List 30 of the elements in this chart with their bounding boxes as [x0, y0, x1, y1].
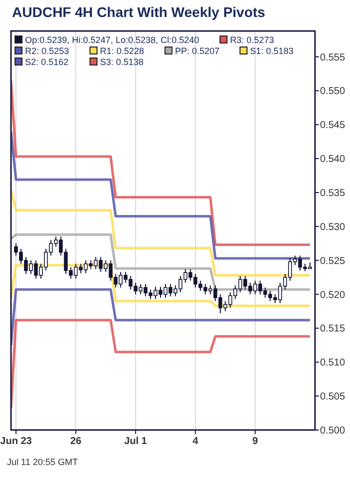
y-tick-label: 0.555	[320, 52, 346, 64]
x-tick-label: 4	[192, 436, 199, 447]
y-tick-label: 0.525	[320, 256, 346, 267]
legend-label: S2: 0.5162	[25, 57, 69, 68]
legend-label: R1: 0.5228	[100, 46, 144, 56]
y-tick-label: 0.500	[320, 426, 346, 436]
x-tick-label: Jun 23	[0, 436, 32, 447]
y-tick-label: 0.550	[320, 86, 346, 98]
y-tick-label: 0.510	[320, 358, 346, 369]
chart-title: AUDCHF 4H Chart With Weekly Pivots	[12, 4, 266, 20]
x-tick-label: 9	[252, 436, 258, 447]
text: Jul 11 20:55 GMT	[7, 457, 78, 467]
y-tick-label: 0.530	[320, 222, 346, 233]
y-tick-label: 0.520	[320, 290, 346, 301]
line-series	[11, 189, 312, 277]
legend-label: PP: 0.5207	[175, 46, 220, 56]
legend-label: R2: 0.5253	[25, 46, 70, 56]
y-tick-label: 0.540	[320, 154, 346, 166]
y-tick-label: 0.545	[320, 120, 346, 132]
line-series	[11, 318, 312, 410]
legend-label: S1: 0.5183	[250, 46, 294, 56]
y-tick-label: 0.505	[320, 392, 346, 403]
line-series	[11, 79, 312, 246]
x-tick-label: Jul 1	[124, 436, 148, 447]
y-tick-label: 0.535	[320, 188, 346, 199]
legend-label: Op:0.5239, Hi:0.5247, Lo:0.5238, Cl:0.5240	[25, 35, 200, 46]
y-tick-label: 0.515	[320, 324, 346, 335]
x-tick-label: 26	[70, 436, 82, 447]
legend-label: S3: 0.5138	[100, 57, 144, 68]
legend-label: R3: 0.5273	[230, 35, 274, 46]
